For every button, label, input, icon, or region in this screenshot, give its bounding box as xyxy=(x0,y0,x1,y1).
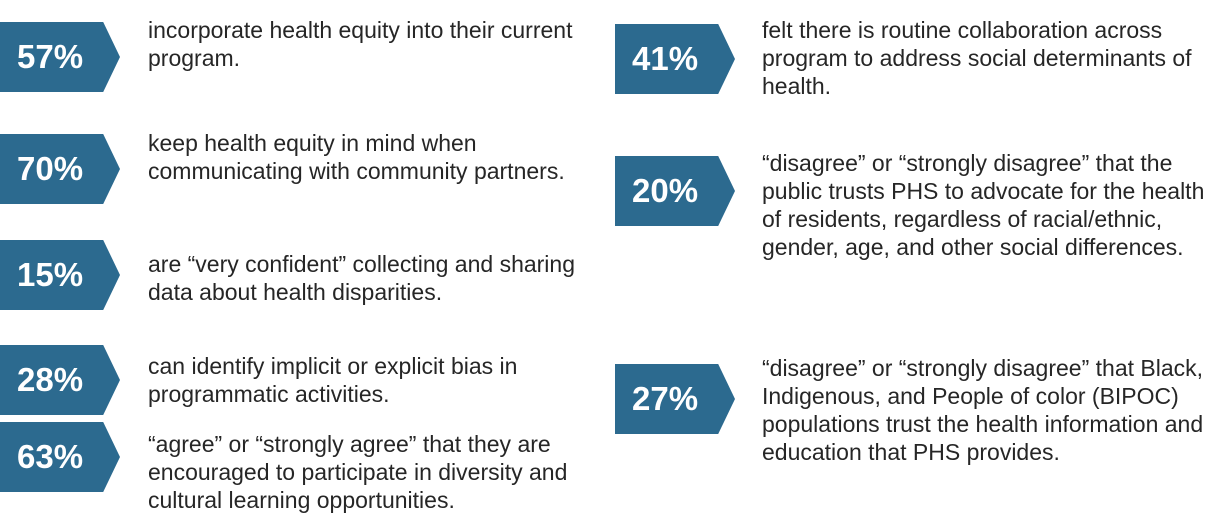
percent-badge: 20% xyxy=(615,156,735,226)
stat-description: can identify implicit or explicit bias i… xyxy=(148,353,518,407)
stat-description: keep health equity in mind when communic… xyxy=(148,130,565,184)
percent-badge: 70% xyxy=(0,134,120,204)
percent-badge: 57% xyxy=(0,22,120,92)
percent-badge: 63% xyxy=(0,422,120,492)
stat-description: “agree” or “strongly agree” that they ar… xyxy=(148,431,568,513)
stat-description: “disagree” or “strongly disagree” that t… xyxy=(762,150,1205,260)
stat-description: are “very confident” collecting and shar… xyxy=(148,251,576,305)
percent-badge: 27% xyxy=(615,364,735,434)
stat-description: incorporate health equity into their cur… xyxy=(148,17,573,71)
percent-badge: 15% xyxy=(0,240,120,310)
percent-badge: 41% xyxy=(615,24,735,94)
stat-description: “disagree” or “strongly disagree” that B… xyxy=(762,355,1204,465)
percent-badge: 28% xyxy=(0,345,120,415)
stat-description: felt there is routine collaboration acro… xyxy=(762,17,1192,99)
